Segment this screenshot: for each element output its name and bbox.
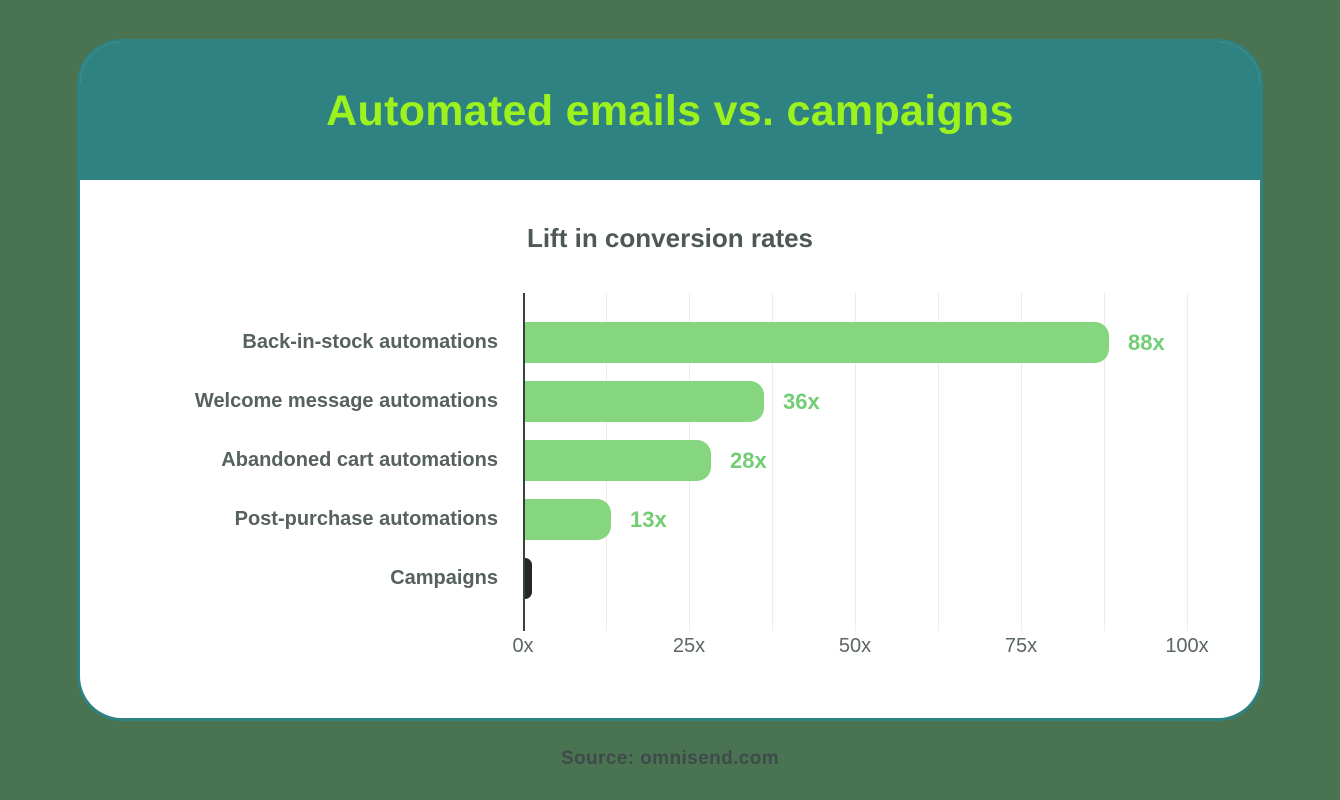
tick-mark-87.5 — [1104, 623, 1105, 631]
tick-mark-50 — [855, 623, 856, 631]
category-label-campaigns: Campaigns — [390, 567, 498, 589]
category-label-welcome-message-automations: Welcome message automations — [194, 390, 498, 412]
bar-abandoned-cart-automations — [525, 440, 711, 481]
page-title: Automated emails vs. campaigns — [326, 87, 1014, 135]
x-tick-label-100x: 100x — [1165, 635, 1209, 657]
tick-mark-75 — [1021, 623, 1022, 631]
category-label-post-purchase-automations: Post-purchase automations — [234, 508, 498, 530]
chart-card: Automated emails vs. campaigns Lift in c… — [80, 42, 1260, 718]
tick-mark-100 — [1187, 623, 1188, 631]
header-band: Automated emails vs. campaigns — [80, 42, 1260, 180]
bar-value-label-back-in-stock-automations: 88x — [1128, 330, 1165, 355]
bar-campaigns — [525, 558, 532, 599]
x-tick-label-50x: 50x — [838, 635, 872, 657]
gridline-50 — [855, 293, 856, 623]
gridline-37.5 — [772, 293, 773, 623]
bar-value-label-abandoned-cart-automations: 28x — [730, 448, 767, 473]
tick-mark-37.5 — [772, 623, 773, 631]
category-label-abandoned-cart-automations: Abandoned cart automations — [221, 449, 498, 471]
tick-mark-62.5 — [938, 623, 939, 631]
x-tick-label-75x: 75x — [1004, 635, 1038, 657]
tick-mark-25 — [689, 623, 690, 631]
y-axis-line — [523, 293, 525, 631]
source-attribution: Source: omnisend.com — [560, 748, 780, 769]
category-label-back-in-stock-automations: Back-in-stock automations — [242, 331, 498, 353]
gridline-62.5 — [938, 293, 939, 623]
bar-back-in-stock-automations — [525, 322, 1109, 363]
bar-post-purchase-automations — [525, 499, 611, 540]
bar-welcome-message-automations — [525, 381, 764, 422]
gridline-100 — [1187, 293, 1188, 623]
chart-title: Lift in conversion rates — [526, 223, 814, 253]
x-tick-label-0x: 0x — [512, 635, 534, 657]
gridline-87.5 — [1104, 293, 1105, 623]
x-tick-label-25x: 25x — [672, 635, 706, 657]
bar-value-label-welcome-message-automations: 36x — [783, 389, 820, 414]
bar-chart: Back-in-stock automations 88x Welcome mess… — [80, 293, 1260, 683]
tick-mark-12.5 — [606, 623, 607, 631]
bar-value-label-post-purchase-automations: 13x — [630, 507, 667, 532]
gridline-75 — [1021, 293, 1022, 623]
